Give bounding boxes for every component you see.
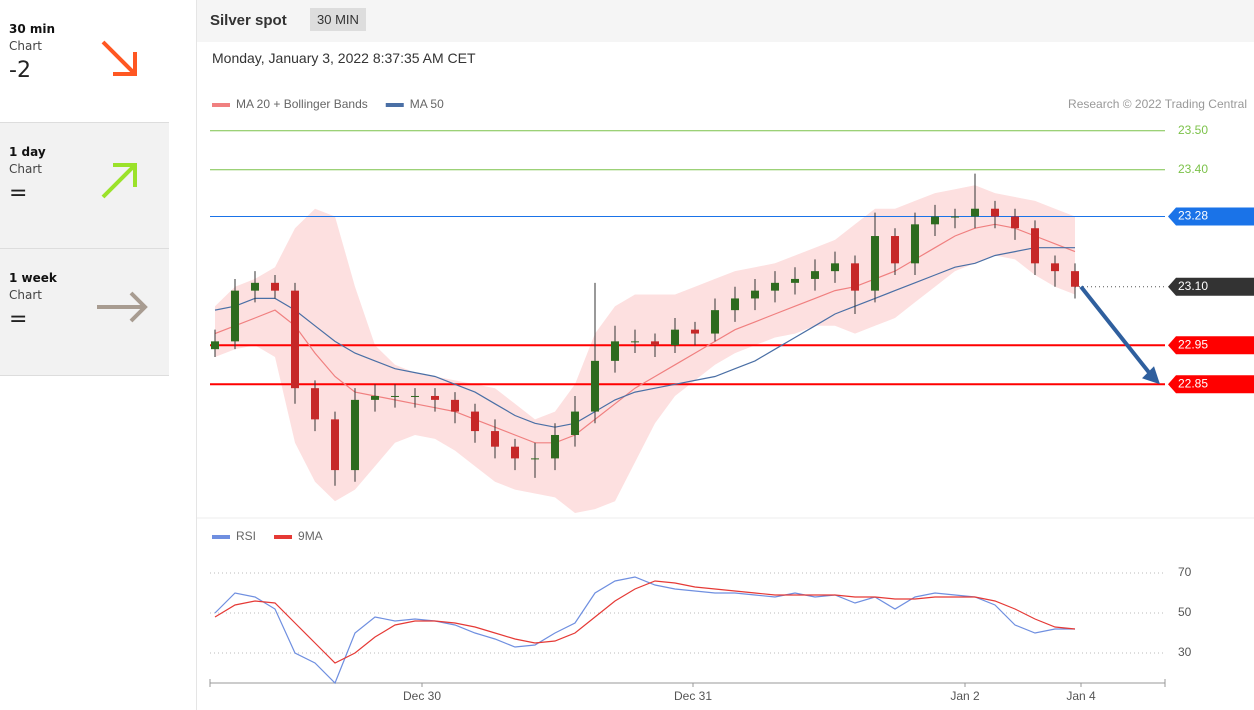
line-series — [214, 576, 1075, 685]
label: Chart — [9, 288, 42, 302]
candle-body — [751, 290, 759, 299]
candle-body — [651, 341, 659, 346]
bollinger-band — [215, 185, 1075, 514]
candle-body — [1011, 216, 1019, 229]
timestamp: Monday, January 3, 2022 8:37:35 AM CET — [212, 50, 476, 66]
candle-body — [1071, 271, 1079, 287]
header: Silver spot 30 MIN — [197, 0, 1254, 42]
candle-body — [411, 395, 419, 397]
y-tick-label: 30 — [1178, 645, 1192, 659]
sidebar-item[interactable]: 1 week Chart = — [0, 249, 169, 376]
candle-body — [1031, 228, 1039, 264]
candle-body — [211, 341, 219, 350]
sidebar-item[interactable]: 1 day Chart = — [0, 123, 169, 249]
candle-body — [351, 399, 359, 471]
arrow-icon — [101, 163, 137, 199]
legend-swatch — [274, 535, 293, 539]
candle-body — [911, 224, 919, 264]
x-tick-label: Dec 30 — [403, 689, 441, 703]
candle-body — [231, 290, 239, 342]
candle-body — [491, 431, 499, 447]
legend-label: MA 20 + Bollinger Bands — [236, 97, 368, 111]
candle-body — [831, 263, 839, 272]
candle-body — [571, 411, 579, 435]
candle-body — [1051, 263, 1059, 272]
value: = — [9, 307, 28, 332]
candle-body — [771, 282, 779, 291]
period: 1 day — [9, 145, 46, 159]
candle-body — [791, 278, 799, 283]
candle-body — [891, 236, 899, 264]
y-tick-label: 70 — [1178, 565, 1192, 579]
candle-body — [871, 236, 879, 291]
level-tag — [1168, 277, 1254, 296]
forecast-arrow — [1079, 285, 1154, 378]
candle-body — [311, 388, 319, 420]
ma-line — [214, 223, 1076, 444]
candle-body — [331, 419, 339, 471]
line-series — [214, 580, 1076, 664]
candle-body — [631, 341, 639, 343]
forecast-arrowhead — [1142, 366, 1160, 385]
candle-body — [291, 290, 299, 389]
legend-label: RSI — [236, 529, 256, 543]
candle-body — [671, 329, 679, 346]
candle-body — [591, 360, 599, 412]
candle-body — [611, 341, 619, 361]
candle-body — [971, 208, 979, 217]
period: 30 min — [9, 22, 56, 36]
level-label: 22.85 — [1178, 376, 1208, 390]
level-tag — [1168, 207, 1254, 226]
candle-body — [271, 282, 279, 291]
candle-body — [471, 411, 479, 432]
value: -2 — [9, 58, 31, 83]
level-tag — [1168, 375, 1254, 394]
source: Research © 2022 Trading Central — [1068, 97, 1247, 111]
candle-body — [811, 271, 819, 279]
x-tick-label: Dec 31 — [674, 689, 712, 703]
candle-body — [691, 329, 699, 334]
level-label: 22.95 — [1178, 337, 1208, 351]
candle-body — [511, 446, 519, 459]
legend-label: MA 50 — [410, 97, 444, 111]
candle-body — [371, 395, 379, 400]
legend-swatch — [385, 103, 404, 107]
candle-body — [391, 395, 399, 397]
candle-body — [991, 208, 999, 217]
arrow-icon — [101, 40, 137, 76]
candle-body — [931, 216, 939, 225]
level-label: 23.28 — [1178, 209, 1208, 223]
legend-swatch — [212, 103, 230, 107]
value: = — [9, 181, 28, 206]
candle-body — [951, 216, 959, 218]
label: Chart — [9, 162, 42, 176]
x-tick-label: Jan 2 — [950, 689, 980, 703]
arrow-icon — [97, 291, 148, 323]
period: 1 week — [9, 271, 57, 285]
candle-body — [251, 282, 259, 291]
legend-swatch — [212, 535, 230, 539]
candle-body — [531, 458, 539, 460]
title: Silver spot — [210, 12, 287, 29]
sidebar-item[interactable]: 30 min Chart -2 — [0, 0, 169, 123]
x-tick-label: Jan 4 — [1066, 689, 1096, 703]
timeframe[interactable]: 30 MIN — [310, 8, 366, 31]
separator — [196, 0, 197, 710]
candle-body — [851, 263, 859, 291]
level-label: 23.10 — [1178, 279, 1208, 293]
label: Chart — [9, 39, 42, 53]
level-tag — [1168, 336, 1254, 355]
candle-body — [711, 310, 719, 334]
candle-body — [431, 395, 439, 400]
y-tick-label: 50 — [1178, 605, 1192, 619]
legend-label: 9MA — [298, 529, 323, 543]
candle-body — [551, 434, 559, 459]
level-label: 23.40 — [1178, 162, 1208, 176]
level-label: 23.50 — [1178, 123, 1208, 137]
ma-line — [214, 247, 1075, 428]
candle-body — [731, 298, 739, 311]
candle-body — [451, 399, 459, 412]
